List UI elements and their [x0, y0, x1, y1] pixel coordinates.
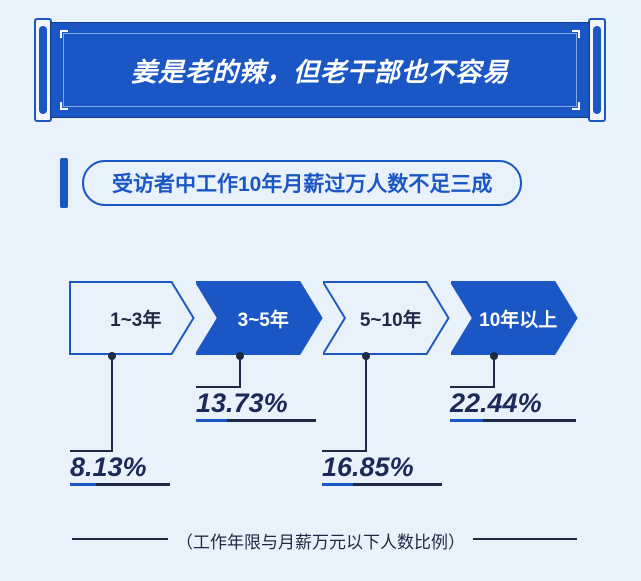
chevron-2-label: 3~5年 — [196, 280, 324, 356]
subtitle-pill: 受访者中工作10年月薪过万人数不足三成 — [82, 160, 522, 206]
subtitle-row: 受访者中工作10年月薪过万人数不足三成 — [60, 158, 580, 208]
pct-1-value: 8.13% — [70, 452, 147, 482]
pct-2: 13.73% — [196, 388, 316, 422]
caption: （工作年限与月薪万元以下人数比例） — [0, 528, 641, 553]
chevron-3-label: 5~10年 — [323, 280, 451, 356]
lead-v-4 — [493, 358, 495, 386]
title-banner: 姜是老的辣，但老干部也不容易 — [36, 22, 604, 118]
chevron-4-label: 10年以上 — [451, 280, 579, 356]
chevron-1-label: 1~3年 — [68, 280, 196, 356]
pct-4-value: 22.44% — [450, 388, 542, 418]
chevron-3: 5~10年 — [323, 280, 451, 356]
pct-1: 8.13% — [70, 452, 170, 486]
pct-3-value: 16.85% — [322, 452, 414, 482]
chevron-flow: 1~3年 3~5年 5~10年 10年以上 — [68, 280, 578, 356]
lead-v-3 — [365, 358, 367, 450]
chevron-1: 1~3年 — [68, 280, 196, 356]
chevron-2: 3~5年 — [196, 280, 324, 356]
banner-body: 姜是老的辣，但老干部也不容易 — [50, 22, 590, 118]
pct-3: 16.85% — [322, 452, 442, 486]
caption-text: （工作年限与月薪万元以下人数比例） — [168, 533, 473, 552]
chevron-4: 10年以上 — [451, 280, 579, 356]
pct-2-value: 13.73% — [196, 388, 288, 418]
pct-4: 22.44% — [450, 388, 576, 422]
lead-v-2 — [239, 358, 241, 386]
scroll-cap-right — [588, 18, 606, 122]
subtitle-bullet — [60, 158, 68, 208]
banner-title: 姜是老的辣，但老干部也不容易 — [131, 52, 509, 89]
lead-v-1 — [111, 358, 113, 450]
